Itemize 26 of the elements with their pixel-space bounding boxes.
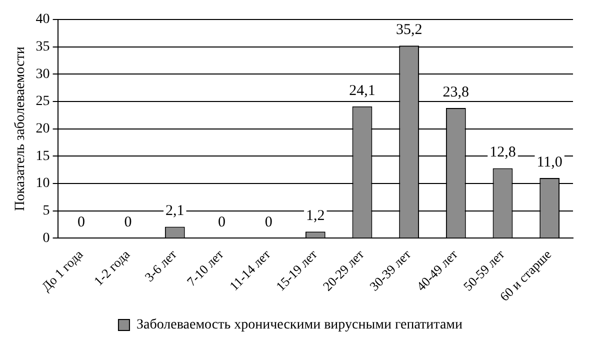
y-tick-label: 40: [36, 12, 50, 28]
data-label: 24,1: [349, 82, 376, 99]
x-tick-label: 1-2 года: [90, 246, 133, 288]
y-tick-label: 25: [36, 94, 50, 110]
data-label: 23,8: [442, 84, 470, 100]
y-tick-label: 5: [42, 204, 50, 219]
y-tick-label: 20: [36, 121, 50, 136]
y-tick-label: 30: [36, 66, 50, 82]
x-tick-label: До 1 года: [38, 246, 86, 294]
data-label: 0: [264, 214, 272, 231]
data-label: 11,0: [536, 154, 562, 170]
data-label: 0: [124, 214, 132, 231]
y-tick-label: 0: [42, 230, 50, 246]
y-tick-label: 15: [36, 148, 50, 164]
x-tick-label: 3-6 лет: [142, 246, 180, 285]
data-label: 0: [218, 214, 226, 231]
y-axis-title: Показатель заболеваемости: [13, 46, 28, 211]
data-label: 12,8: [490, 144, 516, 161]
x-tick-label: 7-10 лет: [184, 246, 226, 290]
data-label: 35,2: [396, 22, 422, 38]
legend-label: Заболеваемость хроническими вирусными гепатитами: [136, 318, 464, 333]
data-label: 0: [77, 214, 85, 231]
y-tick-label: 10: [36, 176, 50, 192]
data-label: 1,2: [306, 208, 325, 224]
data-label: 2,1: [166, 203, 184, 220]
y-tick-label: 35: [36, 39, 50, 54]
